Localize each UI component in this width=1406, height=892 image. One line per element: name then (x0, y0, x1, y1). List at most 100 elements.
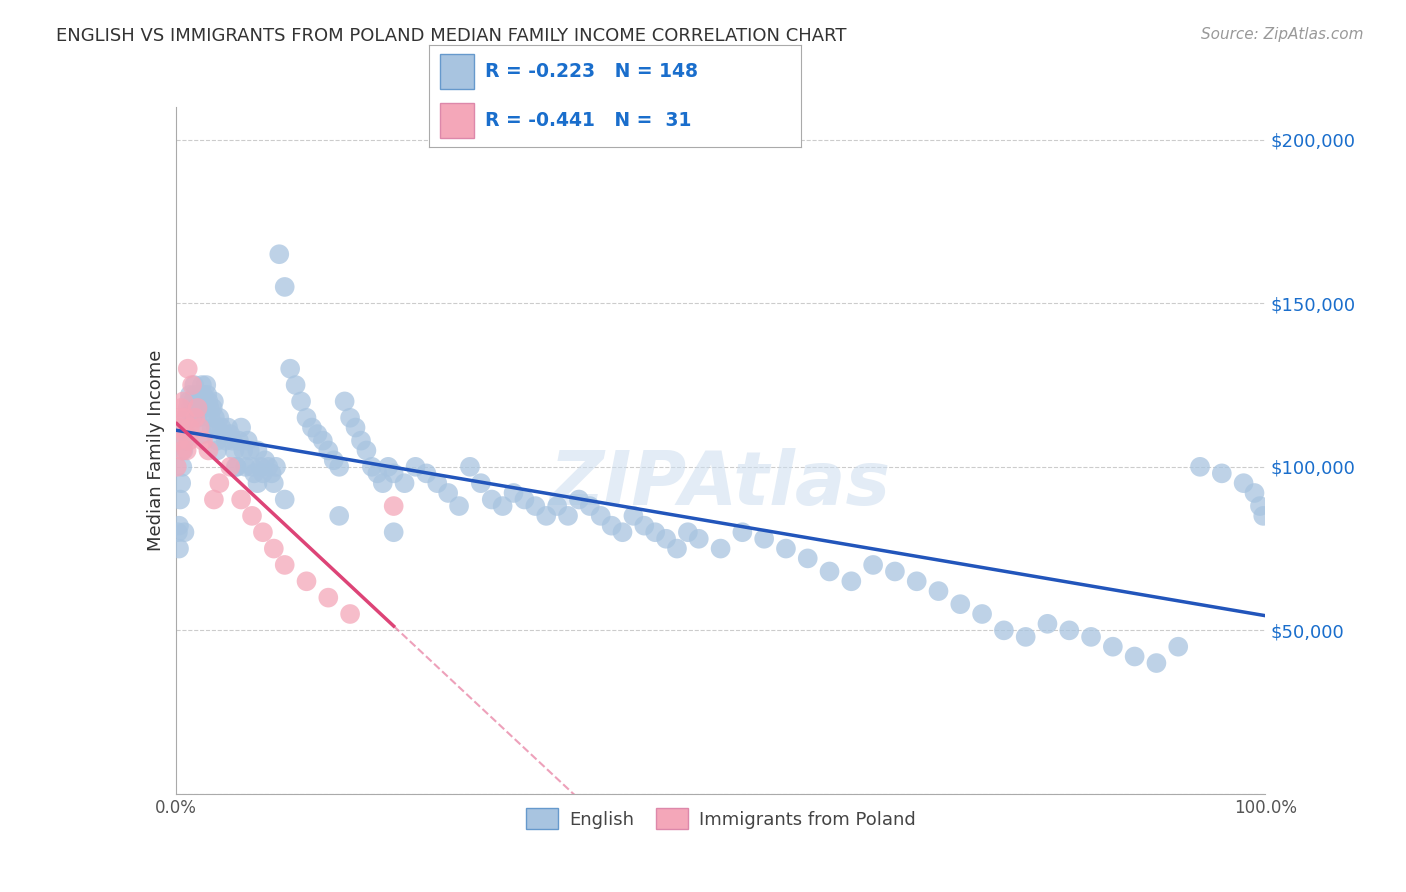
FancyBboxPatch shape (440, 103, 474, 138)
Point (264, 459, 287, 474)
Point (184, 410, 207, 425)
Point (318, 591, 340, 605)
Point (382, 525, 405, 540)
Point (236, 434, 259, 448)
Point (183, 378, 205, 392)
Point (177, 434, 200, 448)
Point (173, 525, 195, 540)
Point (356, 443, 378, 458)
Point (970, 607, 993, 621)
Point (231, 492, 253, 507)
Point (174, 420, 197, 434)
Point (257, 459, 280, 474)
Point (666, 541, 689, 556)
Point (215, 434, 238, 448)
Point (344, 420, 367, 434)
Point (166, 459, 188, 474)
Text: ZIPAtlas: ZIPAtlas (550, 449, 891, 521)
Point (191, 388, 214, 402)
Point (447, 499, 470, 513)
Point (333, 394, 356, 409)
Text: ENGLISH VS IMMIGRANTS FROM POLAND MEDIAN FAMILY INCOME CORRELATION CHART: ENGLISH VS IMMIGRANTS FROM POLAND MEDIAN… (56, 27, 846, 45)
Point (1249, 499, 1271, 513)
Point (731, 525, 754, 540)
Point (1251, 508, 1274, 523)
Point (186, 401, 209, 415)
Point (437, 486, 460, 500)
Point (928, 584, 950, 599)
Point (179, 388, 201, 402)
Point (328, 508, 350, 523)
Point (167, 518, 190, 533)
Point (217, 420, 239, 434)
Point (184, 388, 207, 402)
Point (200, 410, 222, 425)
Point (181, 410, 204, 425)
Point (195, 388, 218, 402)
Point (1243, 486, 1265, 500)
Point (169, 492, 191, 507)
Point (195, 378, 218, 392)
Point (371, 476, 394, 491)
Point (177, 401, 200, 415)
Point (219, 459, 242, 474)
Point (366, 467, 388, 481)
Point (644, 525, 666, 540)
Point (252, 525, 274, 540)
Point (405, 459, 427, 474)
Point (862, 558, 884, 572)
Point (1232, 476, 1256, 491)
Point (198, 401, 221, 415)
Point (254, 453, 277, 467)
Point (295, 574, 318, 589)
Point (169, 410, 191, 425)
Point (546, 499, 568, 513)
Point (295, 410, 318, 425)
Point (290, 394, 312, 409)
Point (1036, 616, 1059, 631)
Point (426, 476, 449, 491)
Point (176, 410, 198, 425)
Point (633, 518, 655, 533)
Point (481, 492, 503, 507)
Point (513, 492, 536, 507)
Point (194, 394, 217, 409)
Point (177, 394, 200, 409)
Point (884, 565, 907, 579)
Point (235, 459, 257, 474)
Point (1057, 624, 1080, 638)
Point (1102, 640, 1125, 654)
Point (339, 410, 361, 425)
Point (177, 361, 200, 376)
Text: Source: ZipAtlas.com: Source: ZipAtlas.com (1201, 27, 1364, 42)
Point (557, 508, 579, 523)
Point (172, 443, 194, 458)
Point (188, 420, 211, 434)
Point (172, 443, 194, 458)
Point (360, 459, 382, 474)
Point (377, 459, 399, 474)
Point (240, 459, 263, 474)
Point (328, 459, 350, 474)
Point (993, 624, 1015, 638)
Point (224, 443, 246, 458)
Point (193, 401, 215, 415)
Point (191, 378, 214, 392)
Point (170, 476, 193, 491)
Point (458, 459, 481, 474)
Point (350, 434, 373, 448)
Point (710, 541, 733, 556)
Point (172, 459, 194, 474)
Point (201, 420, 224, 434)
Point (534, 508, 557, 523)
Point (212, 427, 235, 442)
Point (818, 565, 841, 579)
Point (1144, 656, 1167, 670)
FancyBboxPatch shape (440, 54, 474, 88)
Point (502, 486, 524, 500)
Point (186, 410, 209, 425)
Point (202, 394, 225, 409)
Point (208, 410, 231, 425)
Point (688, 532, 710, 546)
Point (208, 476, 231, 491)
